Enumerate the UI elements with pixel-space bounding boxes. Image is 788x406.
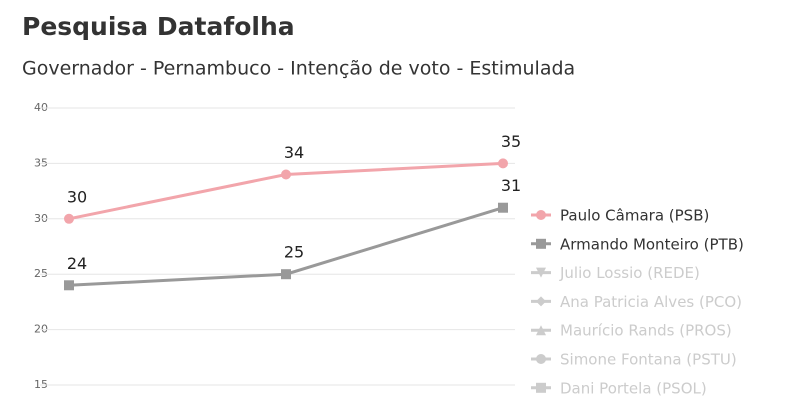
data-label: 25 <box>284 243 304 262</box>
data-label: 30 <box>67 187 87 206</box>
data-label: 35 <box>501 132 521 151</box>
data-point <box>281 269 291 280</box>
legend-marker <box>536 267 546 278</box>
legend-label: Dani Portela (PSOL) <box>560 379 707 397</box>
legend-label: Paulo Câmara (PSB) <box>560 207 709 225</box>
data-point <box>64 280 74 291</box>
data-label: 31 <box>501 176 521 195</box>
data-label: 34 <box>284 143 304 162</box>
legend-marker <box>536 354 546 364</box>
data-point <box>64 213 74 224</box>
legend-marker <box>536 296 546 307</box>
chart-title: Pesquisa Datafolha <box>22 12 295 41</box>
chart-subtitle: Governador - Pernambuco - Intenção de vo… <box>22 58 575 80</box>
legend-marker <box>536 382 546 393</box>
data-point <box>281 169 291 180</box>
data-point <box>498 202 508 213</box>
data-point <box>498 158 508 169</box>
data-label: 24 <box>67 254 87 273</box>
legend-label: Maurício Rands (PROS) <box>560 322 732 340</box>
legend-marker <box>536 210 546 220</box>
legend-label: Julio Lossio (REDE) <box>559 264 700 282</box>
legend-label: Ana Patricia Alves (PCO) <box>560 293 742 311</box>
legend-label: Armando Monteiro (PTB) <box>560 235 744 253</box>
legend-marker <box>536 238 546 249</box>
legend-marker <box>536 325 546 336</box>
legend-label: Simone Fontana (PSTU) <box>560 351 737 369</box>
